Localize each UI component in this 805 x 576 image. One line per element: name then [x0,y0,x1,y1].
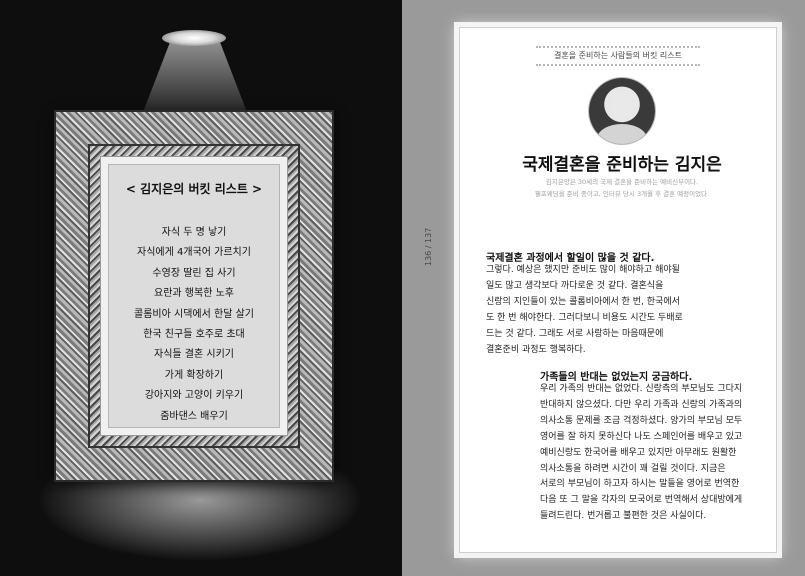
interview-answer: 그렇다. 예상은 했지만 준비도 많이 해야하고 해야될 일도 많고 생각보다 … [486,263,746,358]
bucket-list-item: 요란과 행복한 노후 [154,288,234,300]
page-number: 136 / 137 [424,227,433,266]
bucket-list-item: 가게 확장하기 [164,369,224,381]
article-title: 국제결혼을 준비하는 김지은 [522,155,722,175]
answer-line: 도 한 번 해야한다. 그러다보니 비용도 시간도 두배로 [486,312,683,323]
interview-question: 가족들의 반대는 없었는지 궁금하다. [540,372,693,383]
left-page-illustration: < 김지은의 버킷 리스트 > 자식 두 명 낳기 자식에게 4개국어 가르치기… [0,0,402,576]
running-head-rule [536,46,700,48]
bucket-list-card: < 김지은의 버킷 리스트 > 자식 두 명 낳기 자식에게 4개국어 가르치기… [108,164,280,428]
interview-question: 국제결혼 과정에서 할일이 많을 것 같다. [486,253,655,264]
bucket-list-item: 줌바댄스 배우기 [160,410,228,422]
bucket-list-item: 자식들 결혼 시키기 [154,349,234,361]
photo-face [611,92,633,120]
running-head: 결혼을 준비하는 사람들의 버킷 리스트 [554,51,682,60]
ornate-picture-frame: < 김지은의 버킷 리스트 > 자식 두 명 낳기 자식에게 4개국어 가르치기… [56,112,332,480]
answer-line: 그렇다. 예상은 했지만 준비도 많이 해야하고 해야될 [486,265,680,275]
intro-line: 김지은양은 30세의 국제 결혼을 준비하는 예비신부이다. [545,178,699,186]
interviewee-photo [589,78,655,144]
photo-shoulders [597,124,647,144]
answer-line: 예비신랑도 한국어를 배우고 있지만 아무래도 원활한 [540,447,737,458]
answer-line: 영어를 잘 하지 못하신다 나도 스페인어를 배우고 있고 [540,431,743,442]
running-head-rule [536,64,700,66]
answer-line: 결혼준비 과정도 행복하다. [486,344,586,355]
answer-line: 들려드린다. 번거롭고 불편한 것은 사실이다. [540,511,707,522]
answer-line: 반대하지 않으셨다. 다만 우리 가족과 신랑의 가족과의 [540,399,743,410]
bucket-list-item: 강아지와 고양이 키우기 [144,390,244,402]
answer-line: 의사소통 문제를 조금 걱정하셨다. 양가의 부모님 모두 [540,415,743,426]
frame-mat: < 김지은의 버킷 리스트 > 자식 두 명 낳기 자식에게 4개국어 가르치기… [100,156,288,436]
answer-line: 일도 많고 생각보다 까다로운 것 같다. 결혼식을 [486,280,664,291]
answer-line: 드는 것 같다. 그래도 서로 사랑하는 마음때문에 [486,328,664,339]
bucket-list-item: 자식 두 명 낳기 [161,227,227,238]
answer-line: 신랑의 지인들이 있는 콜롬비아에서 한 번, 한국에서 [486,296,680,307]
interview-answer: 우리 가족의 반대는 없었다. 신랑측의 부모님도 그다지 반대하지 않으셨다.… [540,382,766,525]
article-intro: 김지은양은 30세의 국제 결혼을 준비하는 예비신부이다. 웰프웨딩을 준비 … [500,176,744,200]
bucket-list: 자식 두 명 낳기 자식에게 4개국어 가르치기 수영장 딸린 집 사기 요란과… [108,223,280,427]
answer-line: 의사소통을 하려면 시간이 꽤 걸릴 것이다. 지금은 [540,463,726,474]
answer-line: 서로의 부모님이 하고자 하시는 말들을 영어로 번역한 [540,479,740,490]
intro-line: 웰프웨딩을 준비 중이고, 인터뷰 당시 3개월 후 결혼 예정이었다. [534,190,710,198]
bucket-list-item: 콜롬비아 시댁에서 한달 살기 [134,308,254,320]
bucket-list-item: 수영장 딸린 집 사기 [152,267,236,279]
spotlight-lamp [162,30,226,46]
answer-line: 우리 가족의 반대는 없었다. 신랑측의 부모님도 그다지 [540,384,743,394]
answer-line: 다음 또 그 말을 각자의 모국어로 번역해서 상대방에게 [540,495,743,506]
spotlight-beam [140,40,250,120]
bucket-list-item: 한국 친구들 호주로 초대 [143,329,245,341]
bucket-list-title: < 김지은의 버킷 리스트 > [125,182,263,196]
bucket-list-item: 자식에게 4개국어 가르치기 [137,247,251,259]
